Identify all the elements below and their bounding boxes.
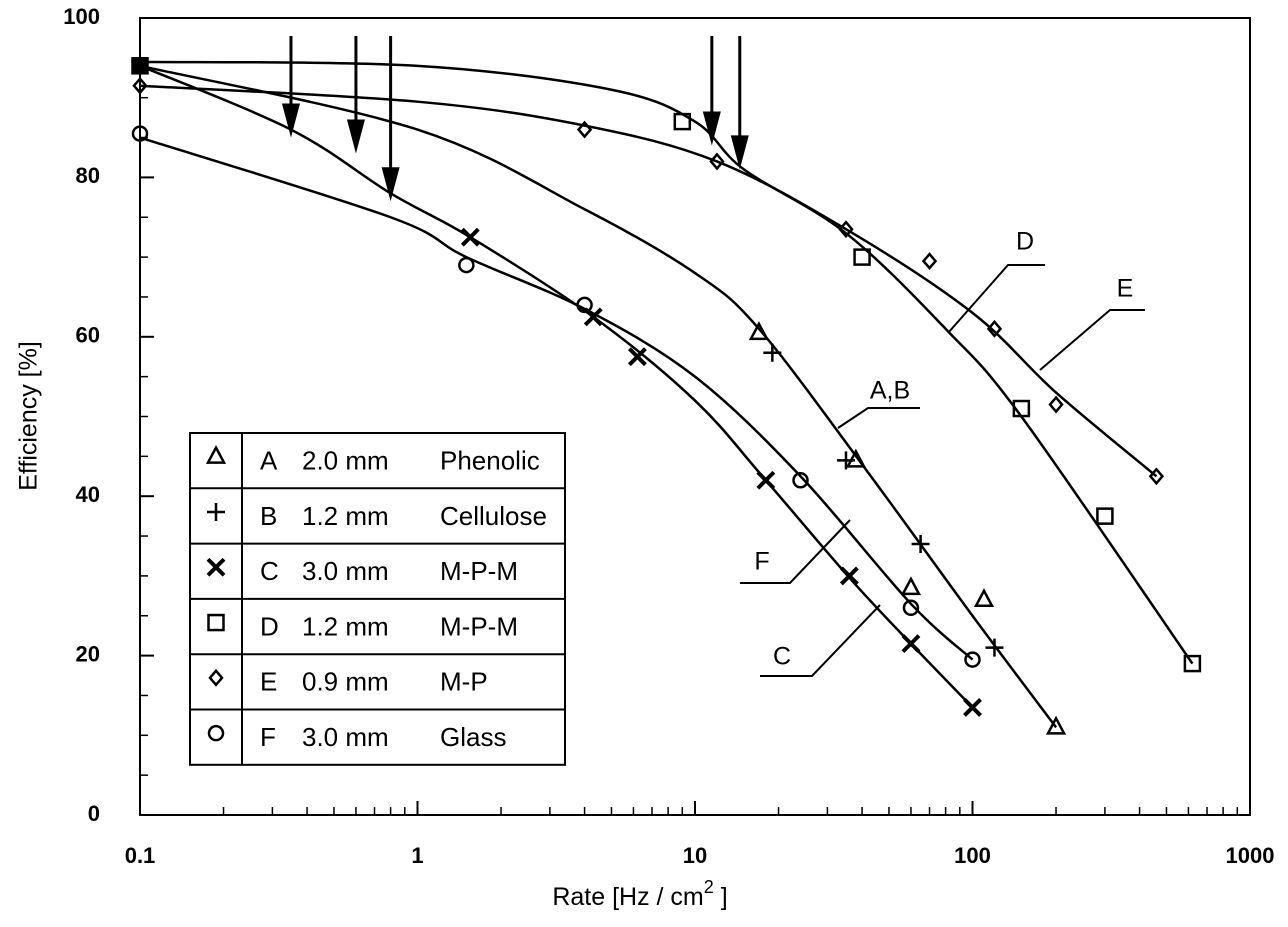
legend-thickness: 1.2 mm	[302, 501, 389, 531]
marker	[921, 252, 938, 271]
y-tick-label: 80	[76, 163, 100, 188]
curve-label: E	[1117, 275, 1134, 303]
marker	[207, 502, 225, 521]
marker	[911, 535, 930, 554]
marker	[985, 638, 1004, 657]
marker	[973, 588, 995, 608]
marker	[207, 724, 225, 742]
marker	[576, 120, 593, 139]
marker	[763, 343, 782, 362]
fit-curve	[139, 64, 1058, 729]
x-tick-label: 1000	[1226, 843, 1275, 868]
legend-material: M-P-M	[440, 611, 518, 641]
x-tick-label: 0.1	[125, 843, 156, 868]
legend-name: E	[260, 667, 277, 697]
leader-line	[760, 604, 881, 677]
y-tick-label: 0	[88, 801, 100, 826]
x-tick-label: 100	[954, 843, 991, 868]
marker	[902, 599, 920, 617]
marker	[756, 470, 776, 490]
arrow-head	[702, 111, 721, 146]
x-axis-label: Rate [Hz / cm2 ]	[552, 877, 727, 911]
marker	[673, 112, 692, 131]
y-tick-label: 60	[76, 323, 100, 348]
marker	[839, 566, 859, 586]
marker	[205, 444, 227, 464]
marker	[836, 451, 855, 470]
marker	[1148, 467, 1165, 486]
legend-name: D	[260, 611, 279, 641]
marker	[131, 125, 149, 142]
marker	[748, 321, 770, 341]
marker	[458, 256, 475, 274]
marker	[986, 319, 1003, 338]
arrow	[281, 36, 300, 138]
marker	[627, 347, 647, 367]
curve-label: C	[773, 643, 791, 671]
marker	[1012, 399, 1031, 418]
legend-name: A	[260, 446, 278, 476]
marker	[964, 651, 981, 668]
legend-name: B	[260, 501, 277, 531]
y-tick-label: 20	[76, 641, 100, 666]
marker	[132, 76, 148, 95]
fit-curve	[139, 136, 974, 661]
leader-line	[837, 407, 920, 429]
marker	[206, 557, 226, 577]
arrow-head	[281, 103, 300, 138]
marker	[1045, 715, 1067, 735]
legend-material: Phenolic	[440, 446, 540, 476]
legend-thickness: 1.2 mm	[302, 611, 389, 641]
y-tick-label: 40	[76, 482, 100, 507]
legend-material: M-P	[440, 667, 488, 697]
legend-material: M-P-M	[440, 556, 518, 586]
arrow-head	[730, 135, 749, 170]
marker	[1183, 654, 1202, 673]
legend-name: F	[260, 722, 276, 752]
curve-label: A,B	[870, 377, 910, 405]
arrow-head	[381, 167, 400, 202]
marker	[460, 227, 480, 247]
marker	[838, 220, 854, 239]
curve-label: D	[1016, 228, 1034, 256]
marker	[208, 668, 224, 687]
marker	[792, 472, 809, 489]
legend-material: Cellulose	[440, 501, 547, 531]
curve-label: F	[754, 548, 769, 576]
marker	[845, 448, 866, 468]
fit-curve	[139, 84, 1158, 478]
legend-thickness: 0.9 mm	[302, 667, 389, 697]
arrow	[381, 36, 400, 202]
arrow-head	[346, 119, 365, 154]
marker	[901, 634, 921, 654]
x-tick-label: 1	[411, 843, 423, 868]
legend-material: Glass	[440, 722, 506, 752]
arrow	[346, 36, 365, 154]
arrow	[730, 36, 749, 170]
x-tick-label: 10	[683, 843, 707, 868]
leader-line	[1039, 309, 1145, 371]
marker	[853, 248, 871, 266]
legend-thickness: 3.0 mm	[302, 556, 389, 586]
marker	[131, 57, 149, 75]
leader-line	[740, 519, 851, 584]
legend-thickness: 2.0 mm	[302, 446, 389, 476]
marker	[1096, 507, 1114, 525]
legend-name: C	[260, 556, 279, 586]
legend-thickness: 3.0 mm	[302, 722, 389, 752]
marker	[709, 152, 725, 171]
y-tick-label: 100	[63, 4, 100, 29]
arrow	[702, 36, 721, 146]
y-axis-label: Efficiency [%]	[15, 341, 43, 491]
marker	[900, 576, 922, 596]
marker	[576, 296, 593, 314]
marker	[1048, 395, 1064, 414]
marker	[207, 613, 225, 632]
marker	[963, 697, 982, 717]
